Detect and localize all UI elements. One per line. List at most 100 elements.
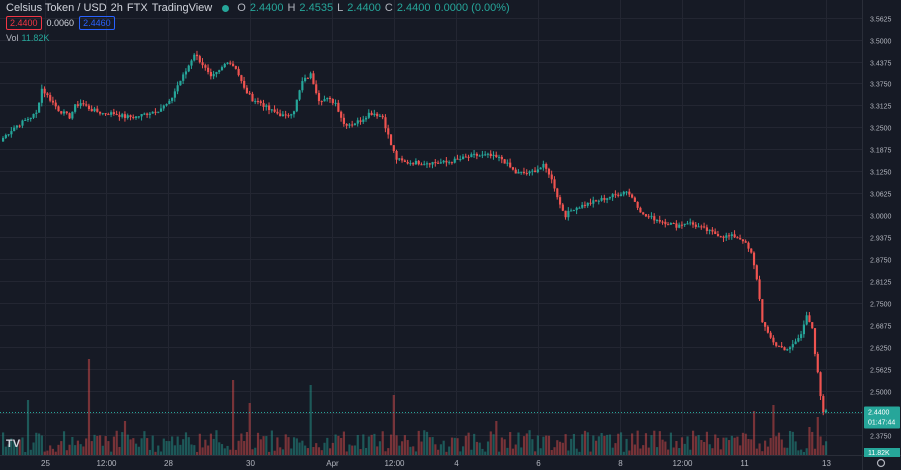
candle-body[interactable] (797, 338, 800, 342)
candle-body[interactable] (403, 160, 406, 162)
tradingview-logo-icon[interactable]: TV (6, 438, 21, 450)
candle-body[interactable] (18, 125, 21, 127)
candle-body[interactable] (572, 210, 576, 212)
candle-body[interactable] (157, 111, 160, 113)
candle-body[interactable] (40, 88, 43, 103)
candle-body[interactable] (54, 102, 57, 107)
candle-body[interactable] (766, 326, 769, 333)
candle-body[interactable] (783, 347, 786, 351)
candle-body[interactable] (542, 163, 545, 168)
candle-body[interactable] (123, 114, 127, 118)
candle-body[interactable] (226, 62, 229, 64)
candle-body[interactable] (680, 224, 684, 226)
candle-body[interactable] (583, 204, 587, 206)
candle-body[interactable] (725, 235, 728, 238)
candle-body[interactable] (561, 204, 564, 211)
candle-body[interactable] (473, 153, 476, 155)
candle-body[interactable] (259, 101, 262, 104)
candle-body[interactable] (800, 334, 803, 339)
candle-body[interactable] (431, 162, 434, 165)
candle-body[interactable] (772, 337, 775, 343)
candle-body[interactable] (182, 74, 185, 81)
candle-body[interactable] (201, 62, 204, 66)
candle-body[interactable] (74, 104, 77, 112)
candle-body[interactable] (398, 158, 401, 160)
candle-body[interactable] (207, 67, 210, 73)
candle-body[interactable] (611, 194, 614, 198)
candle-body[interactable] (802, 324, 806, 335)
candle-body[interactable] (603, 198, 606, 200)
candle-body[interactable] (459, 159, 462, 161)
candle-body[interactable] (517, 172, 520, 174)
candle-body[interactable] (389, 134, 393, 146)
candle-body[interactable] (644, 214, 648, 217)
candle-body[interactable] (655, 219, 659, 221)
candle-body[interactable] (467, 156, 470, 158)
candle-body[interactable] (825, 410, 828, 413)
candle-body[interactable] (218, 70, 221, 73)
candle-body[interactable] (764, 322, 767, 327)
candle-body[interactable] (453, 158, 456, 163)
candle-body[interactable] (126, 115, 129, 118)
candle-body[interactable] (819, 372, 822, 397)
candle-body[interactable] (661, 221, 664, 223)
candle-body[interactable] (733, 234, 736, 238)
candle-body[interactable] (248, 93, 251, 95)
candle-body[interactable] (461, 156, 465, 160)
candle-body[interactable] (146, 113, 149, 115)
candle-body[interactable] (320, 101, 323, 103)
candle-body[interactable] (503, 159, 506, 164)
candle-body[interactable] (7, 134, 10, 136)
candle-body[interactable] (711, 229, 714, 232)
candle-body[interactable] (43, 88, 46, 94)
candle-body[interactable] (381, 115, 384, 118)
candle-body[interactable] (678, 224, 681, 228)
candle-body[interactable] (672, 223, 675, 225)
candle-body[interactable] (356, 120, 359, 124)
candle-body[interactable] (536, 169, 539, 173)
candle-body[interactable] (237, 68, 240, 76)
candle-body[interactable] (545, 163, 548, 169)
candle-body[interactable] (112, 112, 116, 114)
candle-body[interactable] (722, 236, 725, 238)
candle-body[interactable] (187, 65, 190, 72)
candle-body[interactable] (495, 154, 498, 158)
candle-body[interactable] (287, 115, 290, 117)
candle-body[interactable] (24, 119, 27, 121)
candle-body[interactable] (716, 234, 720, 237)
candle-body[interactable] (98, 111, 102, 114)
candle-body[interactable] (667, 224, 670, 226)
candle-body[interactable] (351, 124, 354, 126)
candle-body[interactable] (434, 162, 437, 164)
candle-body[interactable] (628, 191, 631, 195)
candle-body[interactable] (625, 191, 628, 193)
candle-body[interactable] (195, 54, 199, 57)
candle-body[interactable] (794, 341, 797, 345)
candle-body[interactable] (475, 153, 479, 156)
candle-body[interactable] (791, 344, 794, 348)
candle-body[interactable] (373, 113, 376, 116)
candle-body[interactable] (608, 197, 612, 199)
candle-body[interactable] (365, 117, 368, 120)
candle-body[interactable] (739, 238, 742, 240)
candle-body[interactable] (484, 154, 487, 156)
candle-body[interactable] (251, 93, 254, 102)
candle-body[interactable] (575, 207, 578, 211)
candle-body[interactable] (57, 106, 60, 112)
candle-body[interactable] (32, 113, 35, 118)
candle-body[interactable] (173, 91, 176, 98)
candle-body[interactable] (35, 112, 38, 114)
candle-body[interactable] (777, 345, 781, 347)
candle-body[interactable] (445, 160, 448, 163)
candle-body[interactable] (694, 224, 697, 227)
candle-body[interactable] (193, 54, 196, 61)
candle-body[interactable] (525, 173, 528, 175)
candle-body[interactable] (556, 188, 559, 198)
candle-body[interactable] (79, 103, 82, 106)
candle-body[interactable] (420, 164, 423, 166)
candle-body[interactable] (276, 111, 279, 114)
candle-body[interactable] (414, 160, 418, 165)
candle-body[interactable] (118, 114, 121, 117)
candle-body[interactable] (49, 95, 52, 101)
candle-body[interactable] (85, 104, 88, 106)
